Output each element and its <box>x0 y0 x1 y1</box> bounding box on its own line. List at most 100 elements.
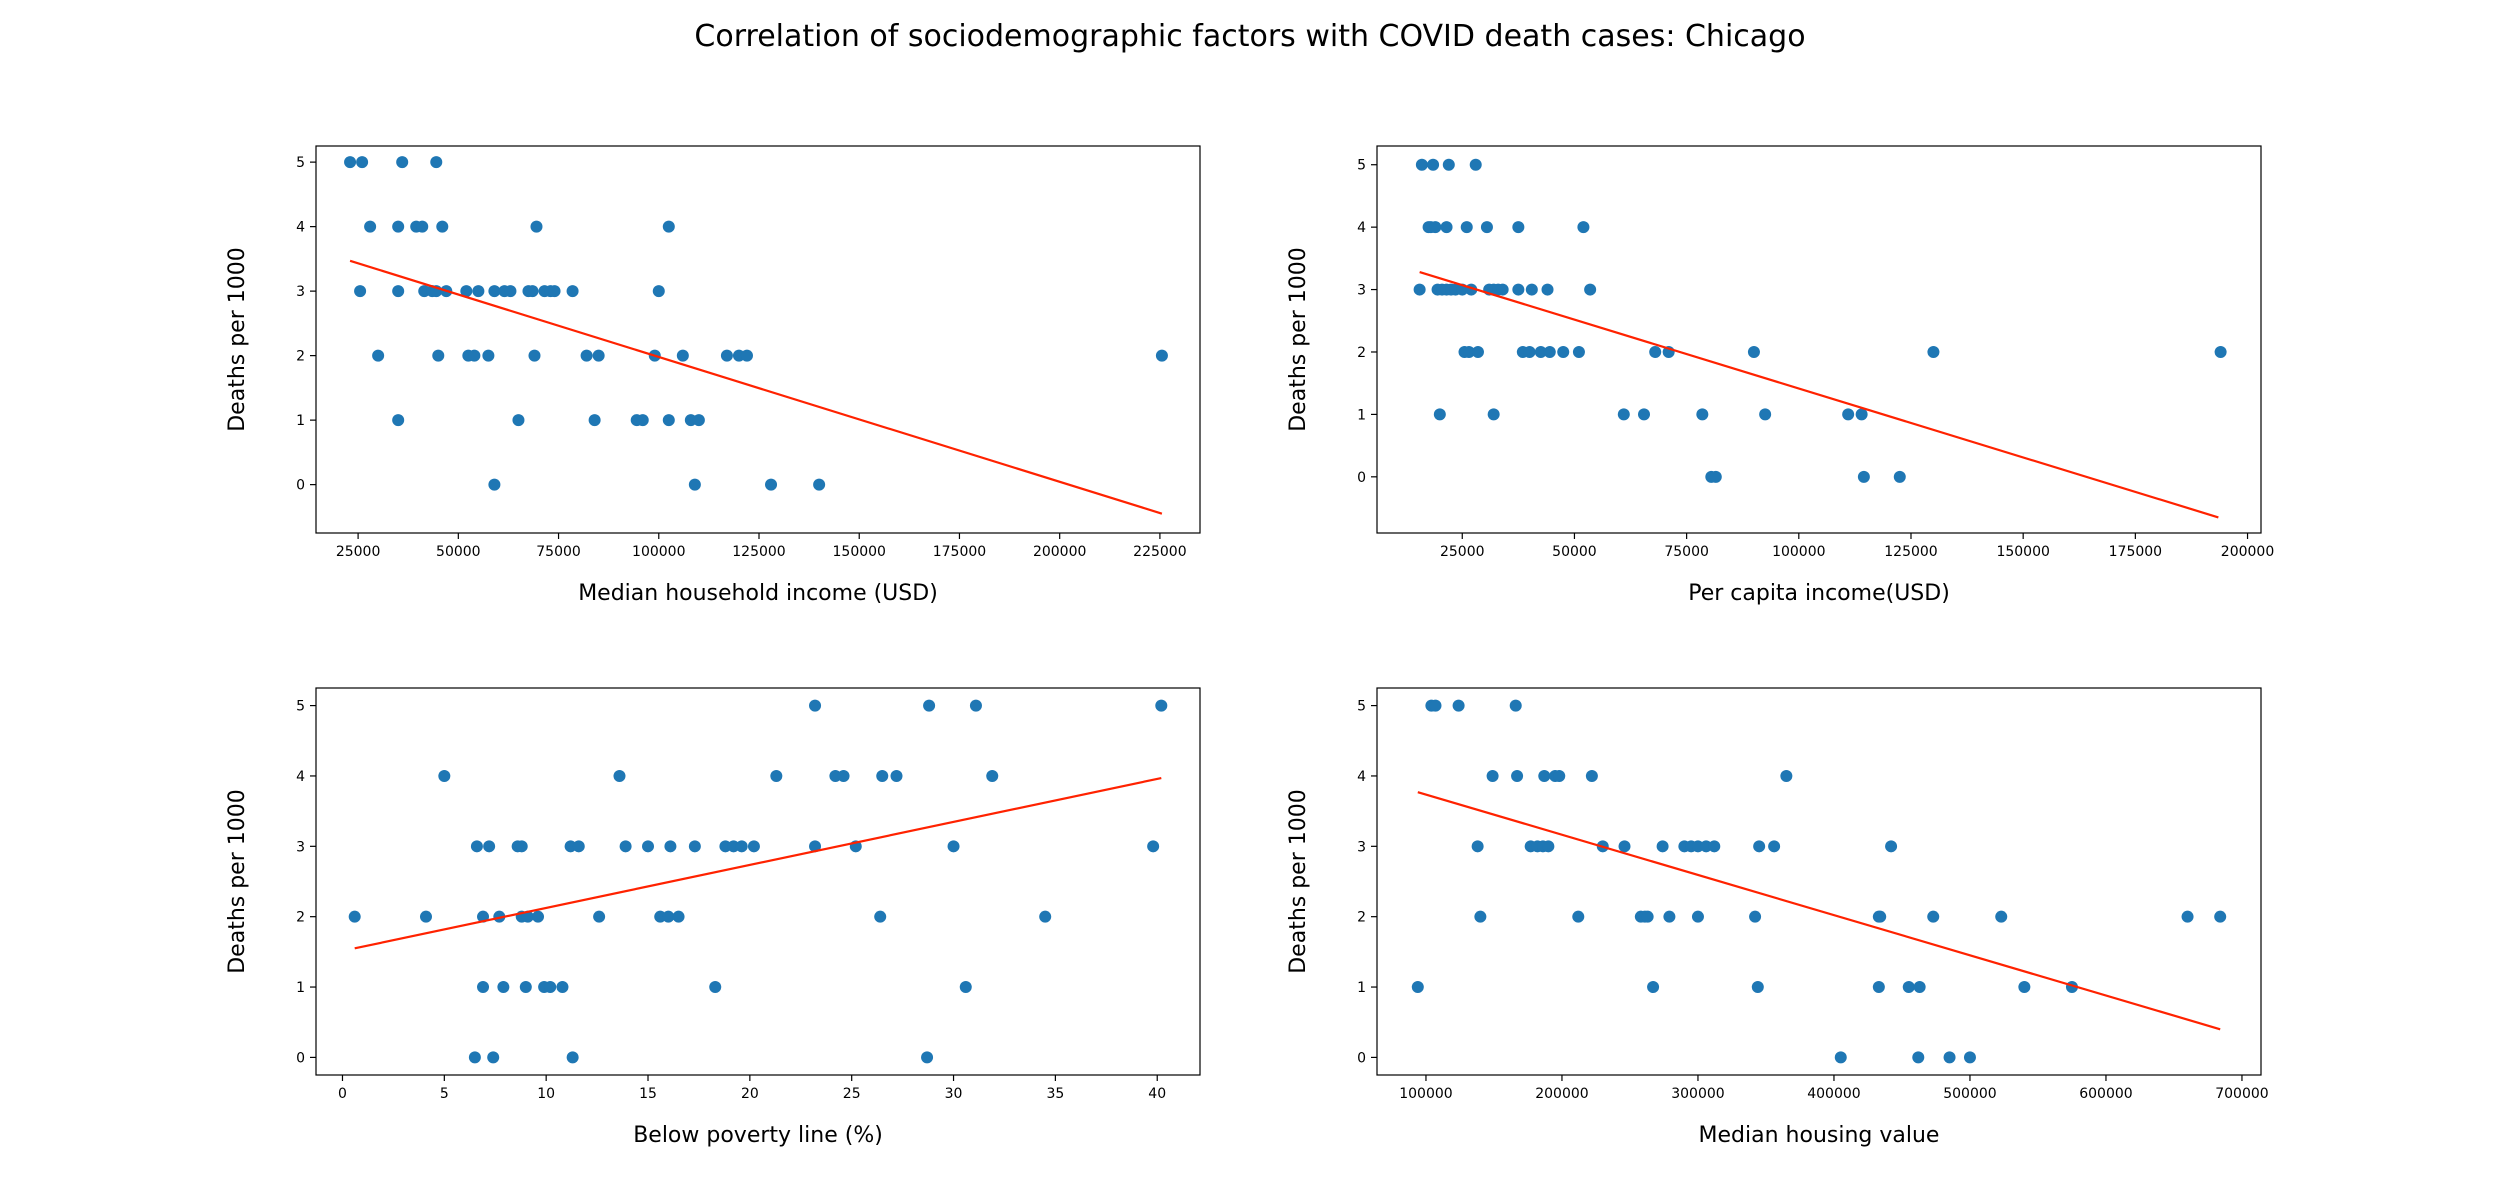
regression-line <box>349 259 1163 515</box>
x-tick-label: 50000 <box>436 544 481 560</box>
data-point <box>672 910 685 923</box>
x-tick-label: 150000 <box>1996 544 2049 560</box>
y-tick-label: 3 <box>296 284 305 300</box>
y-axis-label: Deaths per 1000 <box>225 247 250 432</box>
data-point <box>1696 408 1709 421</box>
y-tick-label: 2 <box>1357 345 1366 361</box>
x-tick-label: 40 <box>1148 1086 1166 1102</box>
data-point <box>1415 158 1428 171</box>
y-tick-label: 5 <box>1357 158 1366 174</box>
data-point <box>532 910 545 923</box>
y-tick-label: 0 <box>296 1050 305 1066</box>
data-point <box>1525 283 1538 296</box>
x-tick-label: 125000 <box>1884 544 1937 560</box>
x-tick-label: 400000 <box>1807 1086 1860 1102</box>
data-point <box>1618 840 1631 853</box>
y-tick-label: 1 <box>296 980 305 996</box>
data-point <box>1874 910 1887 923</box>
x-tick-label: 300000 <box>1671 1086 1724 1102</box>
data-point <box>947 840 960 853</box>
data-point <box>1039 910 1052 923</box>
data-point <box>477 981 490 994</box>
x-tick-label: 100000 <box>632 544 685 560</box>
axes-frame <box>315 687 1201 1076</box>
x-tick-label: 25000 <box>1440 544 1485 560</box>
x-tick-label: 100000 <box>1772 544 1825 560</box>
data-point <box>572 840 585 853</box>
data-point <box>1542 840 1555 853</box>
x-tick-label: 35 <box>1046 1086 1064 1102</box>
data-point <box>688 840 701 853</box>
data-point <box>1647 981 1660 994</box>
data-point <box>1512 221 1525 234</box>
data-point <box>1474 910 1487 923</box>
data-point <box>580 349 593 362</box>
data-point <box>1963 1051 1976 1064</box>
y-tick-label: 5 <box>296 155 305 171</box>
data-point <box>1855 408 1868 421</box>
data-point <box>460 285 473 298</box>
data-point <box>1749 910 1762 923</box>
y-tick-label: 0 <box>296 478 305 494</box>
data-point <box>432 349 445 362</box>
data-point <box>1471 840 1484 853</box>
x-tick-label: 225000 <box>1133 544 1186 560</box>
data-point <box>2214 910 2227 923</box>
data-point <box>1753 840 1766 853</box>
data-point <box>566 285 579 298</box>
data-point <box>1759 408 1772 421</box>
data-point <box>692 414 705 427</box>
y-tick-label: 4 <box>296 220 305 236</box>
data-point <box>488 285 501 298</box>
data-point <box>472 285 485 298</box>
data-point <box>1584 283 1597 296</box>
data-point <box>354 285 367 298</box>
data-point <box>986 769 999 782</box>
y-tick-label: 4 <box>1357 769 1366 785</box>
data-point <box>512 414 525 427</box>
data-point <box>1511 769 1524 782</box>
x-tick-label: 150000 <box>833 544 886 560</box>
data-point <box>1857 470 1870 483</box>
data-point <box>1912 1051 1925 1064</box>
data-point <box>1480 221 1493 234</box>
x-tick-label: 20 <box>741 1086 759 1102</box>
data-point <box>1572 910 1585 923</box>
data-point <box>1411 981 1424 994</box>
x-tick-label: 50000 <box>1552 544 1597 560</box>
data-point <box>1427 158 1440 171</box>
data-point <box>436 220 449 233</box>
x-axis-label: Median housing value <box>1699 1123 1940 1148</box>
data-point <box>483 840 496 853</box>
data-point <box>348 910 361 923</box>
data-point <box>1572 345 1585 358</box>
data-point <box>592 349 605 362</box>
data-point <box>1751 981 1764 994</box>
data-point <box>652 285 665 298</box>
data-point <box>837 769 850 782</box>
data-point <box>1433 408 1446 421</box>
data-point <box>676 349 689 362</box>
data-point <box>470 840 483 853</box>
data-point <box>1768 840 1781 853</box>
data-point <box>876 769 889 782</box>
data-point <box>1885 840 1898 853</box>
data-point <box>1585 769 1598 782</box>
x-tick-label: 15 <box>639 1086 657 1102</box>
x-tick-label: 175000 <box>2109 544 2162 560</box>
data-point <box>1534 345 1547 358</box>
data-point <box>959 981 972 994</box>
data-point <box>482 349 495 362</box>
data-point <box>556 981 569 994</box>
x-tick-label: 500000 <box>1943 1086 1996 1102</box>
data-point <box>720 349 733 362</box>
data-point <box>1512 283 1525 296</box>
data-point <box>740 349 753 362</box>
data-point <box>613 769 626 782</box>
data-point <box>356 156 369 169</box>
x-axis-label: Below poverty line (%) <box>633 1123 883 1148</box>
data-point <box>642 840 655 853</box>
x-tick-label: 75000 <box>1664 544 1709 560</box>
x-tick-label: 100000 <box>1399 1086 1452 1102</box>
data-point <box>438 769 451 782</box>
